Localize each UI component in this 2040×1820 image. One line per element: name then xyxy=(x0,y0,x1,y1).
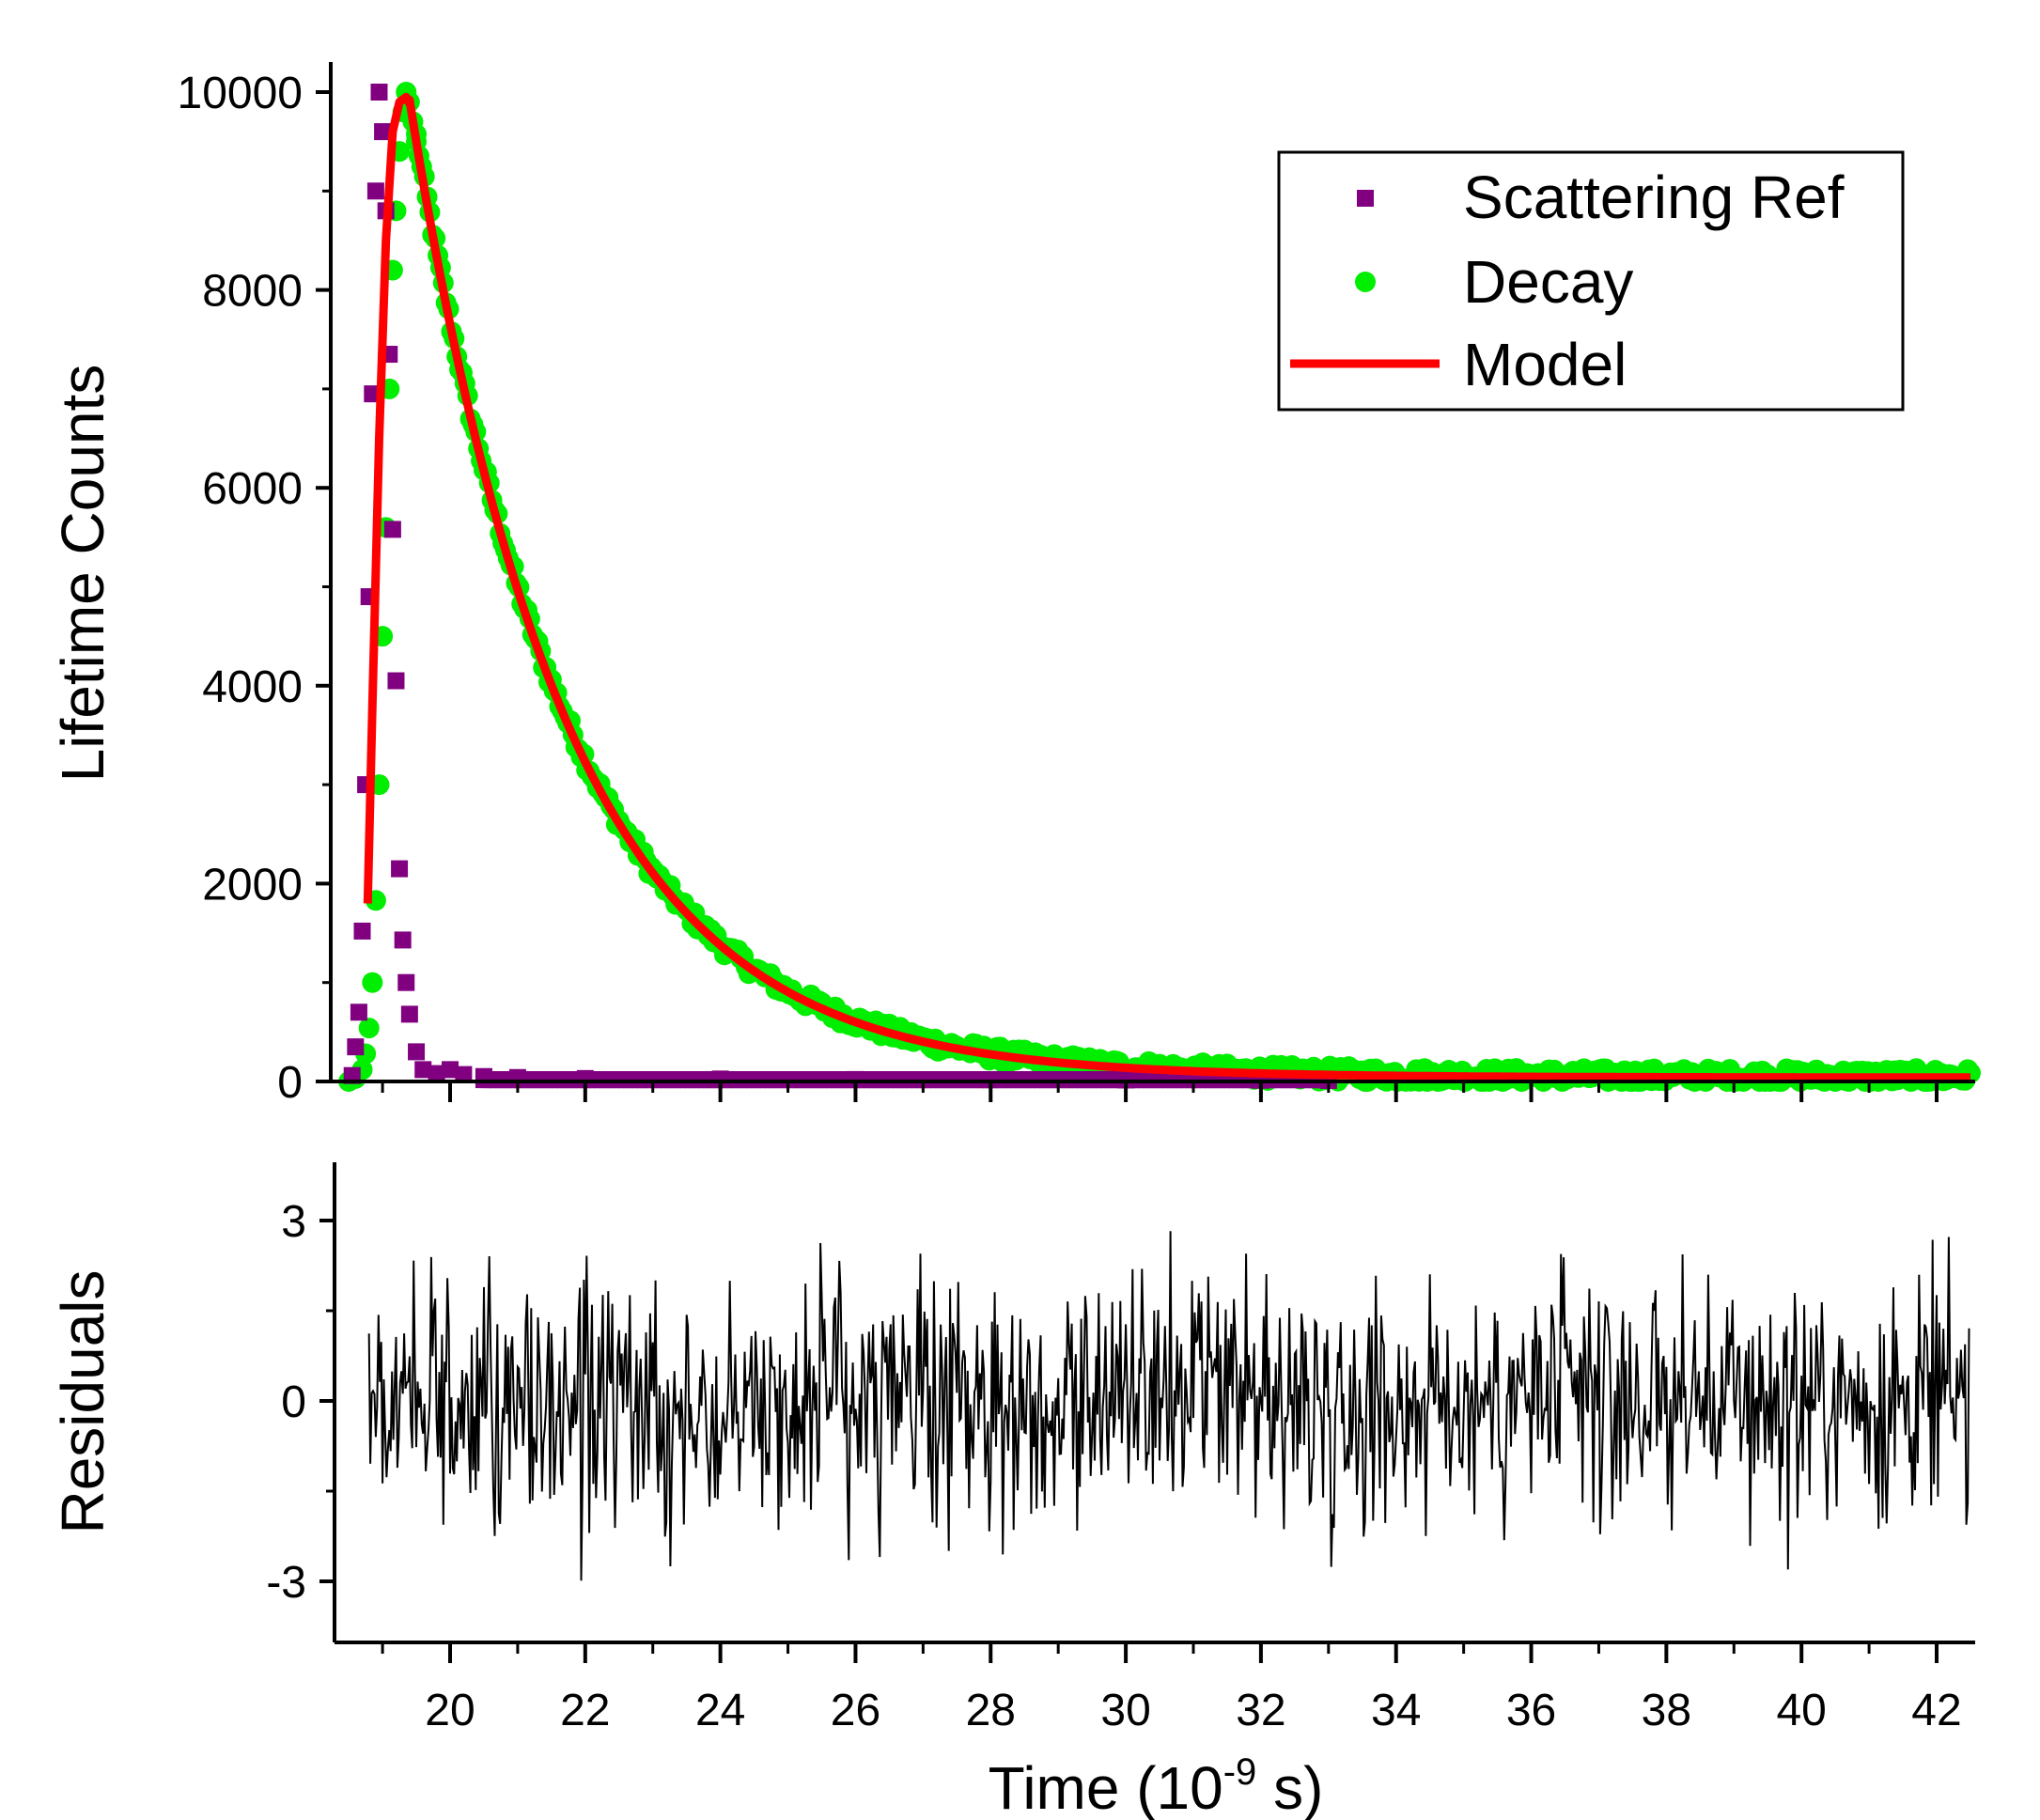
xlabel-main: Time (10 xyxy=(989,1754,1223,1820)
scattering-ref-point xyxy=(374,123,392,141)
legend-label-model: Model xyxy=(1463,331,1627,398)
legend: Scattering Ref Decay Model xyxy=(1277,150,1905,412)
bottom-x-tick-label: 28 xyxy=(966,1686,1016,1735)
scattering-ref-point xyxy=(414,1061,432,1079)
scattering-ref-point xyxy=(370,84,388,101)
bottom-y-tick-label: 0 xyxy=(281,1377,306,1427)
bottom-x-tick-label: 24 xyxy=(695,1686,745,1735)
scattering-ref-point xyxy=(428,1065,445,1082)
scattering-ref-point xyxy=(347,1038,365,1056)
decay-point xyxy=(362,972,383,993)
bottom-x-tick-label: 30 xyxy=(1100,1686,1150,1735)
bottom-x-tick-label: 34 xyxy=(1371,1686,1421,1735)
scattering-ref-point xyxy=(394,931,412,949)
legend-label-scattering-ref: Scattering Ref xyxy=(1463,163,1845,231)
legend-label-decay: Decay xyxy=(1463,248,1633,316)
bottom-x-tick-label: 22 xyxy=(560,1686,610,1735)
decay-point xyxy=(358,1018,380,1039)
scattering-ref-point xyxy=(397,973,415,991)
scattering-ref-point xyxy=(391,860,409,878)
top-y-tick-label: 8000 xyxy=(202,267,303,317)
top-y-tick-label: 10000 xyxy=(178,69,303,118)
legend-marker-decay xyxy=(1355,272,1376,292)
bottom-series-layer xyxy=(367,1231,1970,1581)
top-tick-layer: 0 2000 4000 6000 8000 10000 xyxy=(178,69,1939,1108)
top-ylabel: Lifetime Counts xyxy=(49,365,117,783)
top-panel: 0 2000 4000 6000 8000 10000 Lifetime Counts xyxy=(49,62,1981,1108)
bottom-y-tick-label: 3 xyxy=(281,1197,306,1247)
bottom-xlabel: Time (10-9 s) xyxy=(989,1751,1324,1820)
scattering-ref-point xyxy=(387,672,405,690)
bottom-x-tick-label: 38 xyxy=(1642,1686,1691,1735)
bottom-x-tick-label: 40 xyxy=(1776,1686,1826,1735)
bottom-tick-layer: -3 0 3 20 22 24 26 28 30 32 34 36 38 40 42 xyxy=(266,1197,1961,1735)
series-scattering-ref xyxy=(343,84,1337,1089)
scattering-ref-point xyxy=(442,1061,459,1079)
bottom-x-tick-label: 42 xyxy=(1911,1686,1961,1735)
bottom-ylabel: Residuals xyxy=(49,1269,117,1533)
legend-marker-scattering-ref xyxy=(1357,190,1374,207)
scattering-ref-point xyxy=(455,1066,473,1083)
scattering-ref-point xyxy=(366,182,384,200)
scattering-ref-point xyxy=(350,1003,367,1021)
bottom-y-tick-label: -3 xyxy=(266,1558,306,1608)
bottom-x-tick-label: 20 xyxy=(425,1686,475,1735)
bottom-x-tick-label: 26 xyxy=(831,1686,880,1735)
top-y-tick-label: 4000 xyxy=(202,662,303,712)
bottom-x-tick-label: 32 xyxy=(1236,1686,1285,1735)
top-y-tick-label: 0 xyxy=(277,1058,303,1108)
xlabel-superscript: -9 xyxy=(1223,1751,1257,1793)
bottom-panel: -3 0 3 20 22 24 26 28 30 32 34 36 38 40 42 Residuals T… xyxy=(49,1162,1975,1820)
scattering-ref-point xyxy=(383,521,401,538)
scattering-ref-point xyxy=(408,1043,426,1061)
series-model-line xyxy=(363,92,1971,1082)
top-y-tick-label: 6000 xyxy=(202,464,303,514)
scattering-ref-point xyxy=(400,1005,418,1023)
residuals-line xyxy=(367,1231,1970,1581)
top-y-tick-label: 2000 xyxy=(202,860,303,910)
bottom-x-tick-label: 36 xyxy=(1506,1686,1556,1735)
scattering-ref-point xyxy=(353,922,371,940)
xlabel-suffix: s) xyxy=(1256,1754,1323,1820)
